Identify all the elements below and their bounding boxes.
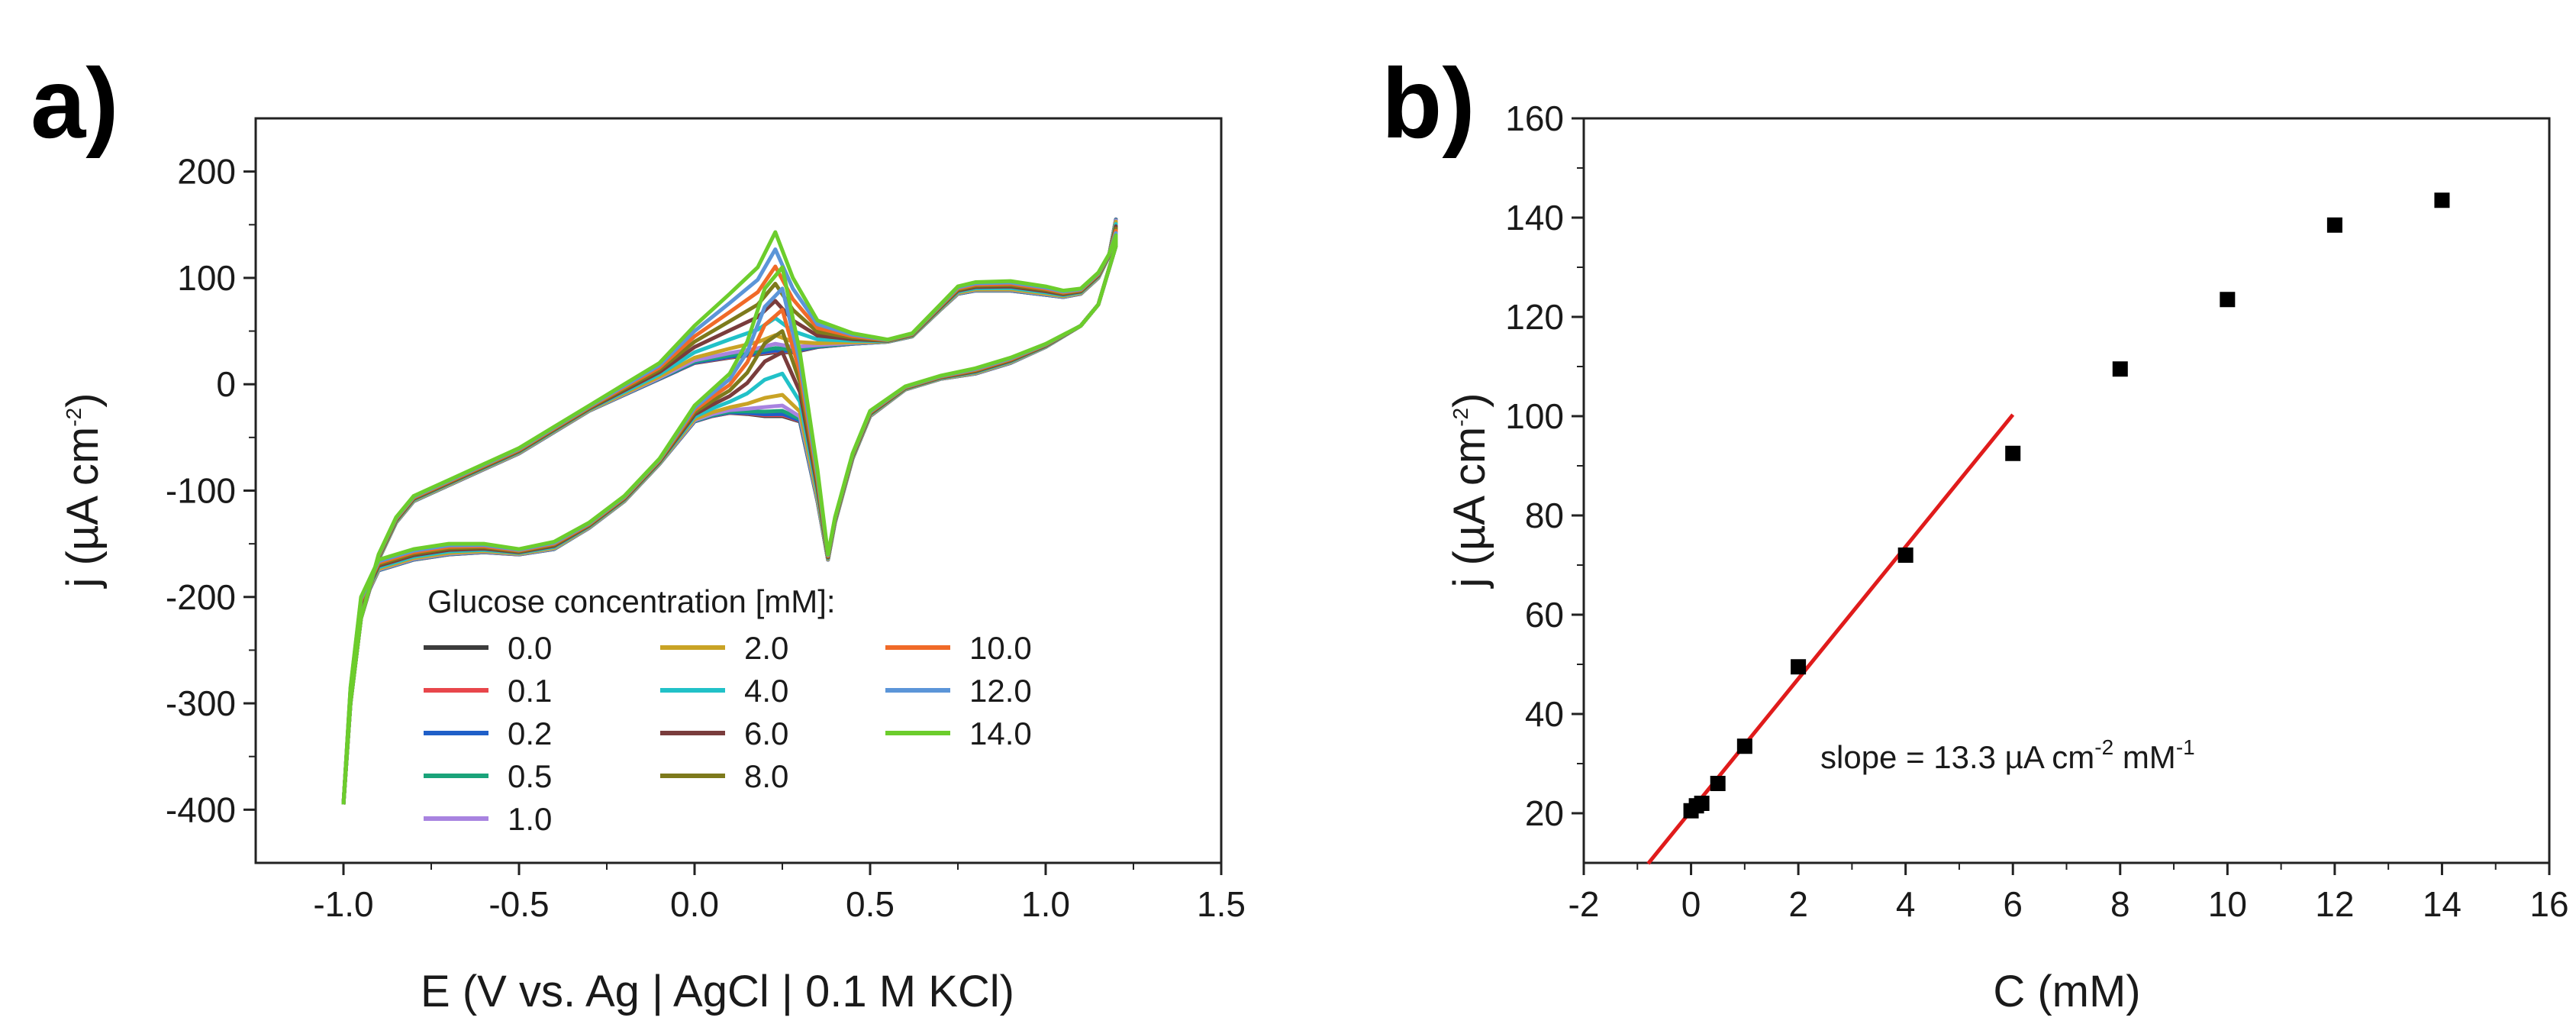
y-tick-label: 60 — [1525, 595, 1564, 635]
cv-curve-14-0 — [341, 230, 1118, 805]
data-point — [1736, 738, 1752, 754]
y-axis-label-a-sup: -2 — [62, 408, 85, 427]
slope-annotation-sup2: -1 — [2176, 735, 2195, 759]
y-tick-label: -100 — [166, 471, 236, 511]
chart-b: b) -2 0 2 4 6 8 10 12 14 16 20406080100120140160 … — [1381, 47, 2569, 1016]
y-axis-label-b: j (µA cm-2) — [1445, 393, 1494, 590]
data-point — [1897, 548, 1913, 563]
data-point — [2326, 217, 2342, 233]
data-point — [1694, 796, 1710, 811]
data-points — [1683, 192, 2450, 819]
y-axis-a: -400 -300 -200 -100 0 100 200 — [166, 152, 256, 829]
y-tick-label: 100 — [177, 258, 236, 298]
legend-label: 12.0 — [969, 673, 1032, 709]
slope-annotation-prefix: slope = 13.3 µA cm — [1820, 739, 2094, 775]
x-axis-a: -1.0 -0.5 0.0 0.5 1.0 1.5 — [313, 863, 1246, 924]
y-tick-label: 20 — [1525, 793, 1564, 833]
data-point — [2220, 292, 2236, 308]
x-tick-label: 0 — [1681, 884, 1701, 924]
x-tick-label: 4 — [1896, 884, 1916, 924]
x-tick-label: 0.0 — [670, 884, 719, 924]
y-tick-label: 40 — [1525, 694, 1564, 734]
legend-label: 4.0 — [744, 673, 788, 709]
legend-label: 8.0 — [744, 758, 788, 794]
y-tick-label: 80 — [1525, 496, 1564, 535]
y-tick-label: -400 — [166, 790, 236, 829]
linear-fit-line — [1646, 413, 2015, 865]
y-axis-label-b-sup: -2 — [1449, 408, 1472, 427]
y-tick-label: 120 — [1505, 297, 1564, 337]
x-tick-label: 1.5 — [1197, 884, 1246, 924]
legend-label: 0.0 — [508, 630, 552, 666]
data-point — [1710, 776, 1726, 791]
x-tick-label: 8 — [2110, 884, 2130, 924]
x-tick-label: 10 — [2208, 884, 2247, 924]
y-axis-b: 20 40 60 80 100 120 140 160 — [1505, 99, 1584, 833]
x-axis-b: -2 0 2 4 6 8 10 12 14 16 — [1568, 863, 2569, 924]
data-point — [2112, 361, 2128, 377]
y-tick-label: 140 — [1505, 198, 1564, 237]
x-tick-label: 16 — [2529, 884, 2568, 924]
y-axis-label-b-tail: ) — [1445, 393, 1494, 408]
y-axis-label-a: j (µA cm-2) — [58, 393, 108, 590]
legend-label: 0.5 — [508, 758, 552, 794]
x-tick-label: 0.5 — [846, 884, 895, 924]
x-tick-label: 14 — [2423, 884, 2462, 924]
x-tick-label: 12 — [2315, 884, 2354, 924]
slope-annotation-sup1: -2 — [2094, 735, 2113, 759]
panel-label-a: a) — [31, 47, 119, 159]
legend-label: 14.0 — [969, 716, 1032, 751]
y-axis-label-b-main: j (µA cm — [1445, 427, 1494, 590]
legend-title: Glucose concentration [mM]: — [427, 583, 836, 619]
y-tick-label: -300 — [166, 683, 236, 723]
y-axis-label-a-main: j (µA cm — [58, 427, 108, 590]
legend-label: 6.0 — [744, 716, 788, 751]
panel-label-b: b) — [1381, 47, 1475, 159]
data-point — [2434, 192, 2450, 208]
cv-curves — [341, 217, 1118, 805]
slope-annotation: slope = 13.3 µA cm-2 mM-1 — [1820, 735, 2195, 775]
x-axis-label-b: C (mM) — [1993, 967, 2140, 1016]
y-tick-label: 100 — [1505, 396, 1564, 436]
legend-label: 10.0 — [969, 630, 1032, 666]
slope-annotation-mid: mM — [2113, 739, 2176, 775]
legend-label: 0.2 — [508, 716, 552, 751]
x-tick-label: -0.5 — [488, 884, 549, 924]
x-tick-label: -2 — [1568, 884, 1600, 924]
data-point — [2005, 445, 2021, 461]
legend-label: 2.0 — [744, 630, 788, 666]
chart-a: a) -1.0 -0.5 0.0 0.5 1.0 1.5 -400 -300 -200 -100… — [31, 47, 1246, 1016]
legend-label: 1.0 — [508, 801, 552, 837]
y-tick-label: 200 — [177, 152, 236, 192]
y-tick-label: 0 — [216, 364, 236, 404]
x-axis-label-a: E (V vs. Ag | AgCl | 0.1 M KCl) — [421, 967, 1014, 1016]
y-tick-label: -200 — [166, 577, 236, 617]
x-tick-label: -1.0 — [313, 884, 373, 924]
legend-label: 0.1 — [508, 673, 552, 709]
y-tick-label: 160 — [1505, 99, 1564, 138]
legend: Glucose concentration [mM]: 0.0 0.1 0.2 0.5… — [424, 583, 1032, 837]
plot-frame-a — [254, 117, 1223, 864]
x-tick-label: 6 — [2003, 884, 2023, 924]
data-point — [1791, 659, 1807, 675]
x-tick-label: 1.0 — [1021, 884, 1070, 924]
y-axis-label-a-tail: ) — [58, 393, 108, 408]
x-tick-label: 2 — [1788, 884, 1808, 924]
fit-line-group — [1646, 413, 2015, 865]
